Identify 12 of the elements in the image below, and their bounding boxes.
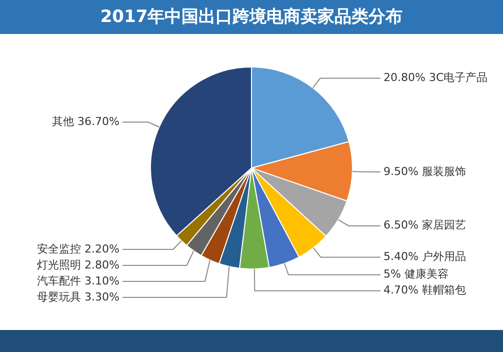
slice-label: 20.80% 3C电子产品 [384,71,488,84]
slice-label: 其他 36.70% [52,115,120,128]
slice-label: 9.50% 服装服饰 [384,164,466,178]
slice-label: 5.40% 户外用品 [384,250,466,264]
chart-title: 2017年中国出口跨境电商卖家品类分布 [0,0,503,34]
slice-label: 5% 健康美容 [384,268,448,281]
slice-label: 灯光照明 2.80% [37,258,120,272]
slice-label: 汽车配件 3.10% [37,274,120,288]
slice-label: 母婴玩具 3.30% [37,290,120,304]
slice-label: 6.50% 家居园艺 [384,218,466,232]
slice-label: 4.70% 鞋帽箱包 [384,284,466,297]
slice-label: 安全监控 2.20% [37,242,120,256]
